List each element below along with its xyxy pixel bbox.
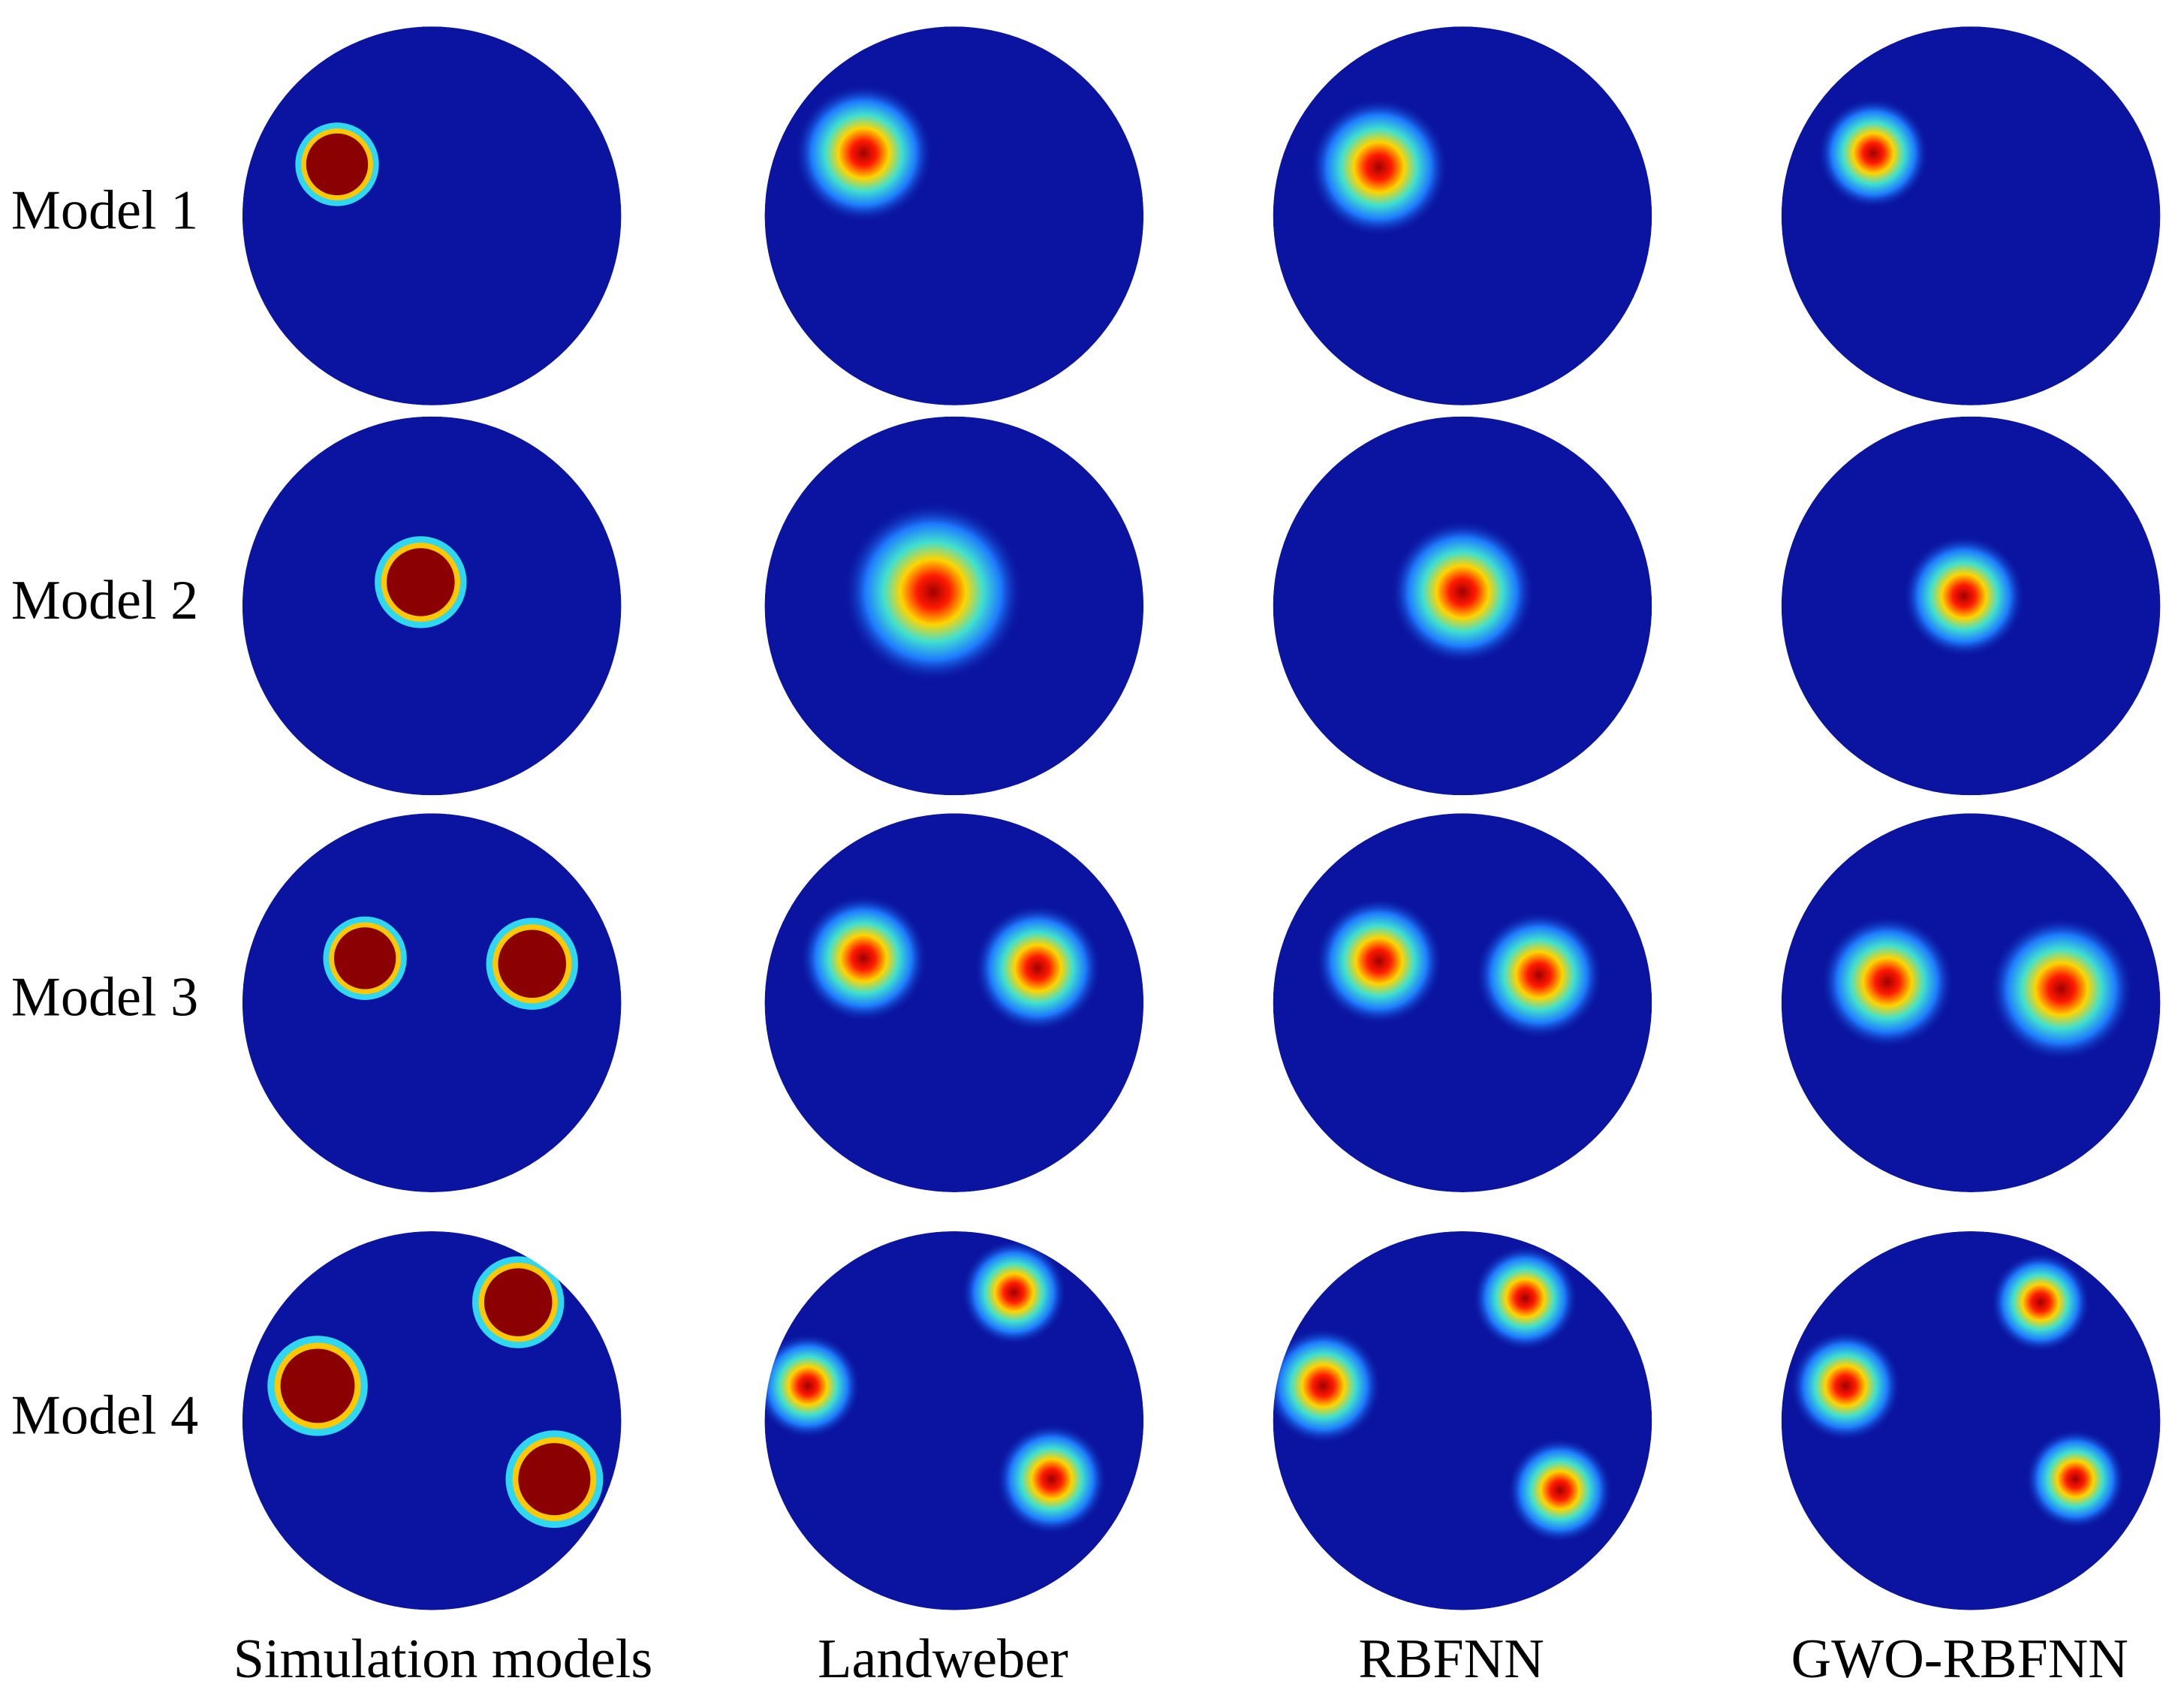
- image-cell: [764, 26, 1144, 405]
- reconstruction-blob: [1989, 916, 2134, 1062]
- reconstruction-blob: [1902, 535, 2026, 658]
- reconstruction-blob: [1507, 1437, 1613, 1544]
- reconstruction-blob: [1273, 1327, 1382, 1444]
- row-label: Model 2: [11, 570, 198, 631]
- row-label: Model 4: [11, 1384, 198, 1446]
- inclusion: [518, 1443, 591, 1516]
- reconstruction-blob: [1820, 914, 1954, 1049]
- column-label: GWO-RBFNN: [1791, 1628, 2128, 1690]
- reconstruction-blob: [1309, 97, 1449, 237]
- reconstruction-blob: [764, 1333, 861, 1439]
- reconstruction-blob: [1475, 911, 1604, 1039]
- image-cell: [242, 416, 622, 796]
- reconstruction-blob: [799, 894, 928, 1023]
- inclusion: [306, 133, 369, 196]
- row-label: Model 3: [11, 967, 198, 1029]
- inclusion: [483, 1268, 553, 1336]
- image-cell: [242, 813, 622, 1193]
- image-cell: [242, 1231, 622, 1610]
- reconstruction-blob: [1390, 519, 1535, 664]
- column-label: RBFNN: [1358, 1628, 1544, 1690]
- image-cell: [1781, 416, 2161, 796]
- image-cell: [1273, 416, 1652, 796]
- domain-circle: [764, 26, 1144, 405]
- domain-circle: [1781, 813, 2161, 1193]
- reconstruction-blob: [2025, 1429, 2126, 1529]
- reconstruction-blob: [961, 1240, 1068, 1346]
- column-label: Landweber: [818, 1628, 1068, 1690]
- image-cell: [764, 813, 1144, 1193]
- image-cell: [242, 26, 622, 405]
- domain-circle: [242, 26, 622, 405]
- inclusion: [387, 548, 455, 616]
- image-cell: [1273, 26, 1652, 405]
- column-label: Simulation models: [233, 1628, 652, 1690]
- image-cell: [1273, 813, 1652, 1193]
- reconstruction-blob: [1315, 896, 1443, 1026]
- reconstruction-blob: [1818, 97, 1929, 209]
- inclusion: [498, 929, 567, 999]
- domain-circle: [242, 813, 622, 1193]
- reconstruction-blob: [973, 903, 1102, 1032]
- reconstruction-blob: [842, 501, 1024, 683]
- reconstruction-blob: [1472, 1245, 1578, 1351]
- image-cell: [1781, 26, 2161, 405]
- reconstruction-blob: [1990, 1252, 2091, 1353]
- row-label: Model 1: [11, 180, 198, 242]
- image-cell: [764, 1231, 1144, 1610]
- inclusion: [333, 927, 396, 990]
- image-cell: [1781, 813, 2161, 1193]
- image-cell: [1781, 1231, 2161, 1610]
- domain-circle: [1781, 26, 2161, 405]
- inclusion: [280, 1348, 355, 1423]
- reconstruction-blob: [1789, 1330, 1902, 1442]
- reconstruction-blob: [794, 83, 934, 223]
- reconstruction-blob: [996, 1423, 1107, 1535]
- image-cell: [764, 416, 1144, 796]
- image-cell: [1273, 1231, 1652, 1610]
